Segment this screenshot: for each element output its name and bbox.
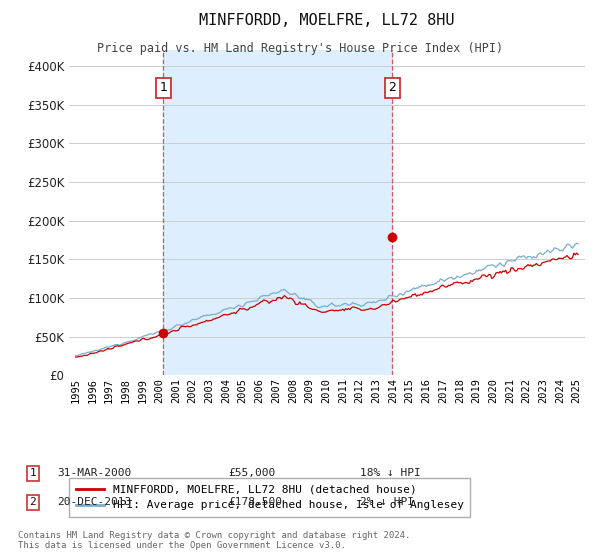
Text: Price paid vs. HM Land Registry's House Price Index (HPI): Price paid vs. HM Land Registry's House …	[97, 42, 503, 55]
Text: 1: 1	[29, 468, 37, 478]
Text: £178,500: £178,500	[228, 497, 282, 507]
Text: Contains HM Land Registry data © Crown copyright and database right 2024.
This d: Contains HM Land Registry data © Crown c…	[18, 530, 410, 550]
Text: 2: 2	[389, 81, 397, 94]
Text: 31-MAR-2000: 31-MAR-2000	[57, 468, 131, 478]
Text: 1: 1	[160, 81, 167, 94]
Legend: MINFFORDD, MOELFRE, LL72 8HU (detached house), HPI: Average price, detached hous: MINFFORDD, MOELFRE, LL72 8HU (detached h…	[70, 478, 470, 517]
Text: 18% ↓ HPI: 18% ↓ HPI	[360, 468, 421, 478]
Title: MINFFORDD, MOELFRE, LL72 8HU: MINFFORDD, MOELFRE, LL72 8HU	[199, 13, 455, 29]
Text: £55,000: £55,000	[228, 468, 275, 478]
Text: 2: 2	[29, 497, 37, 507]
Text: 2% ↓ HPI: 2% ↓ HPI	[360, 497, 414, 507]
Text: 20-DEC-2013: 20-DEC-2013	[57, 497, 131, 507]
Bar	[163, 50, 392, 375]
